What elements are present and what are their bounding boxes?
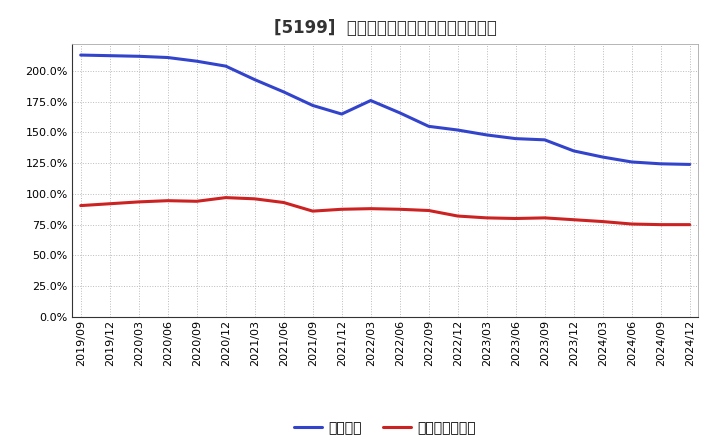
固定比率 bbox=[627, 159, 636, 165]
固定比率 bbox=[657, 161, 665, 166]
固定比率 bbox=[570, 148, 578, 154]
固定比率 bbox=[541, 137, 549, 143]
固定比率 bbox=[454, 127, 462, 132]
固定比率 bbox=[163, 55, 172, 60]
固定長期適合率 bbox=[221, 195, 230, 200]
固定長期適合率 bbox=[570, 217, 578, 222]
固定比率 bbox=[105, 53, 114, 59]
固定比率 bbox=[685, 162, 694, 167]
固定比率 bbox=[338, 111, 346, 117]
固定比率 bbox=[192, 59, 201, 64]
固定比率 bbox=[279, 89, 288, 95]
固定長期適合率 bbox=[192, 198, 201, 204]
固定長期適合率 bbox=[135, 199, 143, 205]
固定比率 bbox=[511, 136, 520, 141]
固定比率 bbox=[251, 77, 259, 82]
Title: [5199]  固定比率、固定長期適合率の推移: [5199] 固定比率、固定長期適合率の推移 bbox=[274, 19, 497, 37]
固定長期適合率 bbox=[308, 209, 317, 214]
固定長期適合率 bbox=[482, 215, 491, 220]
固定比率 bbox=[395, 110, 404, 115]
固定長期適合率 bbox=[251, 196, 259, 202]
固定長期適合率 bbox=[279, 200, 288, 205]
固定長期適合率 bbox=[511, 216, 520, 221]
固定長期適合率 bbox=[395, 207, 404, 212]
固定比率 bbox=[366, 98, 375, 103]
固定長期適合率 bbox=[598, 219, 607, 224]
固定比率 bbox=[482, 132, 491, 138]
固定長期適合率 bbox=[163, 198, 172, 203]
固定比率 bbox=[221, 63, 230, 69]
固定長期適合率 bbox=[541, 215, 549, 220]
固定長期適合率 bbox=[424, 208, 433, 213]
固定長期適合率 bbox=[105, 201, 114, 206]
固定長期適合率 bbox=[454, 213, 462, 219]
固定比率 bbox=[598, 154, 607, 160]
固定比率 bbox=[424, 124, 433, 129]
固定長期適合率 bbox=[76, 203, 85, 208]
Line: 固定長期適合率: 固定長期適合率 bbox=[81, 198, 690, 225]
固定長期適合率 bbox=[685, 222, 694, 227]
固定長期適合率 bbox=[366, 206, 375, 211]
Legend: 固定比率, 固定長期適合率: 固定比率, 固定長期適合率 bbox=[289, 416, 482, 440]
固定長期適合率 bbox=[657, 222, 665, 227]
固定比率 bbox=[135, 54, 143, 59]
固定比率 bbox=[308, 103, 317, 108]
固定比率 bbox=[76, 52, 85, 58]
Line: 固定比率: 固定比率 bbox=[81, 55, 690, 165]
固定長期適合率 bbox=[338, 207, 346, 212]
固定長期適合率 bbox=[627, 221, 636, 227]
